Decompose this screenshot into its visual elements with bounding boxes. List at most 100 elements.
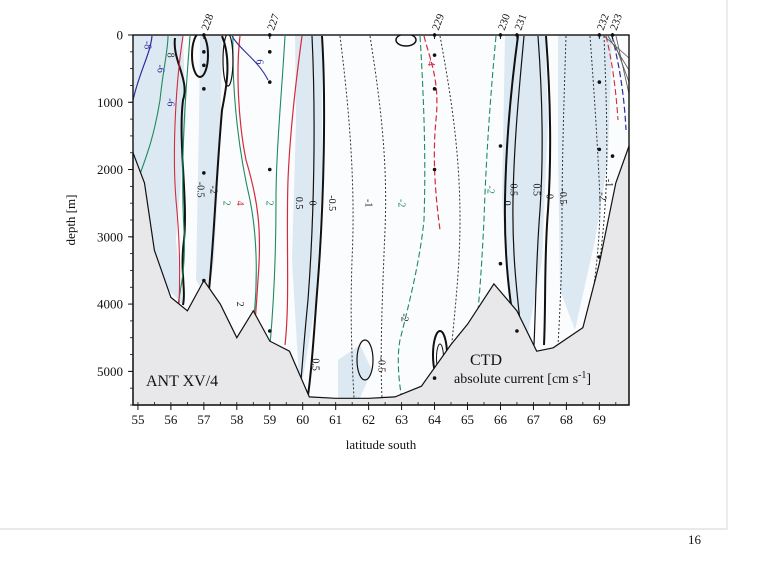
x-tick-label: 66 xyxy=(494,412,508,427)
station-label: 228 xyxy=(199,12,216,32)
x-axis-label: latitude south xyxy=(346,437,417,452)
contour-label: -2 xyxy=(395,199,406,207)
contour-red-69 xyxy=(605,35,619,121)
station-label: 232 xyxy=(595,12,612,32)
topography-fill xyxy=(132,145,630,406)
contour-0-57 xyxy=(208,35,229,291)
contour-closed-57b xyxy=(222,35,234,87)
contour-label: 8 xyxy=(165,53,176,58)
contour-fan-69c xyxy=(611,35,629,83)
sample-point xyxy=(610,154,615,158)
sample-point xyxy=(267,80,272,84)
contour-label: -8 xyxy=(142,41,153,49)
contour-red-59 xyxy=(284,35,303,346)
contour-label: 0.5 xyxy=(293,197,304,210)
contour-label: -6 xyxy=(165,98,176,106)
x-tick-label: 60 xyxy=(296,412,309,427)
contour-green-585 xyxy=(269,35,286,346)
sample-point xyxy=(267,50,272,54)
annotation-units-text: absolute current [cm s xyxy=(454,372,578,387)
contour-closed-64-top xyxy=(395,35,417,47)
x-tick-label: 55 xyxy=(131,412,144,427)
contour-label: 0.5 xyxy=(310,358,321,371)
contour-m2-63 xyxy=(397,35,426,399)
sample-point xyxy=(267,329,272,333)
contour-label: -0.5 xyxy=(194,182,205,198)
shade-region-deep xyxy=(338,345,372,398)
contour-label: 0.5 xyxy=(507,183,518,196)
contour-green-56 xyxy=(177,35,191,306)
contour-label: -0.5 xyxy=(326,195,337,211)
shade-region-68 xyxy=(558,35,612,330)
contour-label: -0.5 xyxy=(376,357,387,373)
contour-label: -2 xyxy=(207,186,218,194)
scan-edge-right xyxy=(726,0,728,530)
contour-blue-69 xyxy=(611,35,627,131)
contour-label: 0 xyxy=(306,201,317,206)
station-label: 233 xyxy=(608,12,625,32)
y-tick-label: 4000 xyxy=(97,297,123,312)
annotation-ctd: CTD xyxy=(470,352,502,369)
contour-red-64 xyxy=(423,35,441,231)
sample-point xyxy=(597,255,602,259)
contour-label: 0.5 xyxy=(530,183,541,196)
station-label: 229 xyxy=(430,12,447,32)
contour-red-58 xyxy=(237,35,261,339)
x-tick-label: 67 xyxy=(527,412,541,427)
y-axis: 0 1000 2000 3000 4000 5000 xyxy=(97,28,133,406)
scan-edge-bottom xyxy=(0,528,728,530)
contour-label: 2 xyxy=(234,302,245,307)
annotation-units-sup: -1 xyxy=(578,370,586,381)
contour-m05-64 xyxy=(439,35,461,391)
sample-point xyxy=(202,278,206,283)
contour-label: -0.5 xyxy=(557,189,568,205)
contour-label: -6 xyxy=(155,64,166,72)
sample-point xyxy=(597,80,602,84)
contour-label: -1 xyxy=(362,199,373,207)
x-tick-label: 62 xyxy=(362,412,375,427)
sample-point xyxy=(597,147,602,152)
x-tick-label: 58 xyxy=(230,412,243,427)
contour-m2-65 xyxy=(477,35,497,311)
sample-point xyxy=(267,167,272,172)
contour-05-66 xyxy=(512,35,525,341)
y-tick-label: 0 xyxy=(117,28,124,43)
y-tick-label: 1000 xyxy=(97,95,123,110)
station-label: 230 xyxy=(496,12,513,32)
sample-point xyxy=(498,144,503,148)
x-tick-label: 63 xyxy=(395,412,408,427)
x-tick-label: 61 xyxy=(329,412,342,427)
x-axis: 55 56 57 58 59 60 61 62 63 64 65 66 67 68 69 xyxy=(131,402,617,427)
x-tick-label: 65 xyxy=(461,412,474,427)
sample-point xyxy=(432,376,437,380)
x-tick-label: 59 xyxy=(263,412,276,427)
contour-label: 4 xyxy=(234,201,245,206)
sample-point xyxy=(498,261,503,266)
contour-closed-57-top xyxy=(191,35,209,78)
contour-m1-69 xyxy=(589,35,601,301)
x-tick-label: 56 xyxy=(164,412,178,427)
station-label: 227 xyxy=(265,12,282,32)
page-number: 16 xyxy=(688,532,701,547)
sample-point xyxy=(202,50,206,54)
contour-m1-62 xyxy=(369,35,387,399)
sample-point xyxy=(432,167,437,172)
contour-label: -2 xyxy=(399,313,410,321)
y-tick-label: 2000 xyxy=(97,162,123,177)
sample-point xyxy=(515,329,519,333)
contour-m2-69 xyxy=(595,35,608,291)
y-tick-label: 3000 xyxy=(97,229,123,244)
contour-label: 0 xyxy=(501,201,512,206)
station-label: 231 xyxy=(512,12,529,32)
contour-fan-69a xyxy=(603,35,629,59)
contour-red-west xyxy=(173,35,184,306)
sample-point xyxy=(432,87,437,91)
contour-m05-68 xyxy=(557,35,567,346)
sample-point xyxy=(202,87,206,91)
sample-point xyxy=(432,53,437,57)
contour-blue-west xyxy=(133,35,153,101)
contour-label: 2 xyxy=(263,201,274,206)
